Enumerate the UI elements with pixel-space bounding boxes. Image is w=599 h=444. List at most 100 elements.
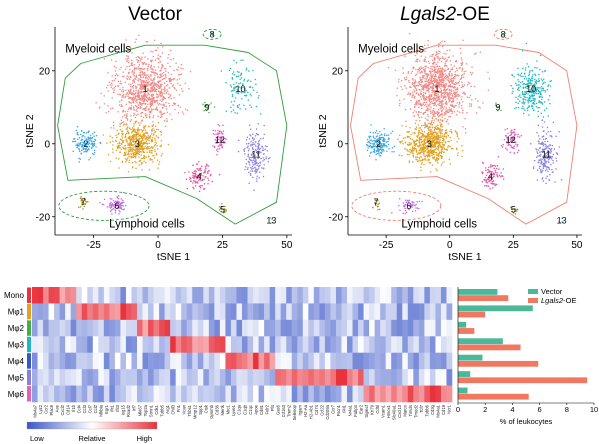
tsne-oe-point <box>527 106 530 108</box>
tsne-vector-point <box>111 198 113 200</box>
tsne-oe-cluster-label-11: 11 <box>542 150 551 160</box>
tsne-oe-point <box>431 68 433 71</box>
tsne-vector-point <box>122 205 124 207</box>
tsne-vector-point <box>173 69 175 71</box>
tsne-vector-point <box>237 92 240 94</box>
tsne-vector-point <box>247 79 250 81</box>
tsne-vector-point <box>145 142 147 144</box>
heatmap-cell <box>230 287 237 304</box>
tsne-vector-point <box>158 163 160 165</box>
tsne-oe-point <box>443 143 446 146</box>
tsne-oe-point <box>512 147 514 149</box>
tsne-oe-point <box>538 101 540 104</box>
tsne-vector-point <box>93 153 95 156</box>
tsne-vector-point <box>146 139 149 141</box>
tsne-oe-point <box>437 69 439 72</box>
tsne-oe-point <box>534 98 536 100</box>
tsne-vector-point <box>143 87 145 90</box>
tsne-oe-point <box>542 145 545 147</box>
tsne-vector-point <box>189 70 192 73</box>
tsne-oe-point <box>383 150 385 152</box>
tsne-oe-point <box>434 86 437 88</box>
tsne-vector-point <box>151 150 153 152</box>
tsne-oe-point <box>429 103 431 106</box>
tsne-vector-point <box>93 140 96 143</box>
tsne-vector-point <box>147 103 149 105</box>
tsne-vector-point <box>111 204 114 206</box>
tsne-oe-point <box>417 134 419 137</box>
tsne-oe-point <box>416 159 418 161</box>
tsne-oe-point <box>470 85 472 88</box>
tsne-oe-point <box>547 161 550 164</box>
tsne-oe-point <box>507 139 510 142</box>
tsne-vector-point <box>222 136 224 138</box>
tsne-vector-point <box>164 67 166 70</box>
tsne-vector-point <box>173 97 175 99</box>
tsne-oe-point <box>413 141 415 144</box>
tsne-oe-point <box>435 87 438 89</box>
tsne-oe-point <box>433 111 436 114</box>
tsne-oe-point <box>510 84 512 87</box>
tsne-vector-point <box>247 99 250 101</box>
tsne-oe-point <box>369 135 372 138</box>
tsne-vector-point <box>245 166 247 168</box>
tsne-vector-point <box>212 145 214 147</box>
tsne-vector-point <box>115 73 118 75</box>
tsne-vector-point <box>165 105 167 108</box>
tsne-oe-point <box>375 136 378 138</box>
tsne-oe-point <box>415 58 418 61</box>
tsne-oe-point <box>547 85 549 87</box>
tsne-vector-point <box>112 199 115 202</box>
tsne-oe-point <box>431 93 433 96</box>
tsne-oe-point <box>458 137 460 140</box>
tsne-oe-point <box>420 124 423 127</box>
tsne-vector-point <box>172 85 174 87</box>
tsne-vector-point <box>128 150 131 152</box>
tsne-vector-point <box>131 52 133 54</box>
tsne-oe-point <box>471 72 474 74</box>
tsne-oe-point <box>403 206 405 208</box>
tsne-oe-point <box>532 99 534 101</box>
tsne-oe-point <box>408 81 411 84</box>
tsne-oe-point <box>428 91 430 93</box>
tsne-vector-point <box>108 206 110 208</box>
tsne-oe-point <box>547 84 550 86</box>
tsne-vector-point <box>78 206 80 209</box>
tsne-oe-point <box>470 103 473 105</box>
tsne-vector-point <box>130 114 132 117</box>
tsne-oe-point <box>424 72 426 74</box>
tsne-vector-point <box>154 69 157 72</box>
tsne-oe-point <box>427 109 429 112</box>
tsne-vector-point <box>150 70 153 73</box>
tsne-vector-point <box>136 94 139 97</box>
tsne-vector-point <box>163 86 166 88</box>
tsne-oe-point <box>369 131 372 133</box>
tsne-oe-point <box>426 99 428 101</box>
tsne-vector-point <box>110 206 113 209</box>
tsne-vector-point <box>114 204 117 207</box>
tsne-oe-point <box>438 152 440 155</box>
tsne-oe-point <box>438 129 441 132</box>
tsne-oe-point <box>385 144 387 147</box>
tsne-vector-point <box>265 156 267 158</box>
tsne-oe-point <box>367 147 369 149</box>
tsne-oe-point <box>431 89 433 92</box>
tsne-vector-point <box>121 75 124 78</box>
tsne-oe-point <box>367 140 370 143</box>
tsne-oe-point <box>439 121 441 123</box>
tsne-oe-point <box>374 137 376 140</box>
tsne-oe-point <box>407 131 410 133</box>
tsne-vector-point <box>253 160 256 162</box>
tsne-vector-point <box>222 138 224 141</box>
tsne-oe-point <box>518 136 521 138</box>
tsne-oe-point <box>426 155 429 158</box>
heatmap-cell <box>280 287 287 304</box>
tsne-oe-point <box>418 69 421 72</box>
tsne-vector-point <box>147 137 150 140</box>
tsne-vector-point <box>149 66 152 68</box>
tsne-oe-point <box>542 180 545 182</box>
tsne-oe-point <box>425 105 428 108</box>
tsne-oe-point <box>546 157 549 159</box>
tsne-oe-point <box>436 110 438 113</box>
tsne-oe-point <box>411 145 414 148</box>
